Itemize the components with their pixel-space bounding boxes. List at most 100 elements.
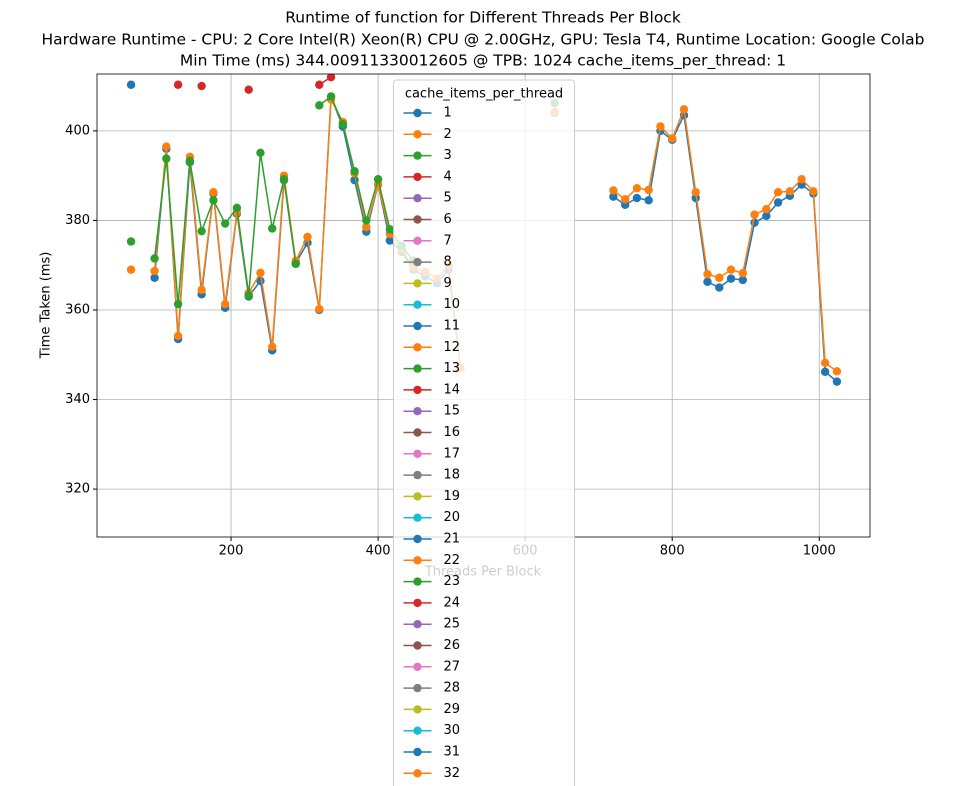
legend-marker bbox=[413, 470, 422, 480]
legend-label: 19 bbox=[444, 489, 461, 504]
data-point bbox=[785, 187, 795, 196]
data-point bbox=[326, 74, 336, 82]
data-point bbox=[256, 148, 265, 158]
data-point bbox=[656, 122, 665, 131]
legend-marker bbox=[413, 108, 422, 118]
legend-marker bbox=[413, 747, 422, 757]
data-point bbox=[185, 156, 195, 166]
data-point bbox=[762, 211, 771, 221]
data-point bbox=[315, 304, 324, 314]
data-point bbox=[668, 134, 677, 143]
legend-marker bbox=[413, 428, 422, 437]
y-tick-label: 360 bbox=[65, 302, 90, 317]
legend-label: 7 bbox=[444, 233, 452, 248]
legend-marker bbox=[413, 598, 422, 608]
data-point bbox=[609, 192, 618, 201]
data-point bbox=[268, 224, 277, 233]
chart-title: Runtime of function for Different Thread… bbox=[285, 9, 681, 27]
data-point bbox=[832, 367, 842, 376]
legend-label: 8 bbox=[444, 255, 452, 270]
legend-marker bbox=[413, 705, 422, 714]
legend-marker bbox=[413, 534, 422, 544]
data-point bbox=[126, 237, 136, 246]
data-point bbox=[197, 81, 206, 91]
data-point bbox=[726, 274, 736, 283]
data-point bbox=[244, 291, 253, 300]
legend-label: 20 bbox=[444, 510, 461, 525]
data-point bbox=[220, 219, 230, 228]
data-point bbox=[773, 198, 783, 207]
data-point bbox=[385, 236, 395, 245]
data-point bbox=[715, 273, 724, 282]
legend-marker bbox=[413, 257, 422, 267]
legend-label: 13 bbox=[444, 361, 461, 376]
data-point bbox=[303, 232, 312, 242]
data-point bbox=[197, 226, 206, 236]
legend-marker bbox=[413, 279, 422, 288]
data-point bbox=[197, 285, 206, 295]
data-point bbox=[173, 299, 183, 309]
data-point bbox=[809, 187, 818, 196]
legend-label: 14 bbox=[444, 382, 461, 397]
data-point bbox=[762, 205, 771, 214]
data-point bbox=[832, 377, 842, 386]
data-point bbox=[220, 299, 230, 309]
legend-marker bbox=[413, 300, 422, 309]
legend-marker bbox=[413, 556, 422, 565]
data-point bbox=[773, 188, 783, 197]
legend-marker bbox=[413, 407, 422, 416]
legend-label: 17 bbox=[444, 446, 461, 461]
data-point bbox=[632, 183, 642, 193]
x-tick-label: 200 bbox=[219, 544, 244, 559]
data-point bbox=[326, 92, 336, 101]
x-tick-label: 1000 bbox=[803, 544, 836, 559]
legend-label: 26 bbox=[444, 638, 461, 653]
data-point bbox=[232, 203, 242, 213]
legend-marker bbox=[413, 364, 422, 373]
legend-label: 11 bbox=[444, 319, 461, 334]
data-point bbox=[385, 225, 395, 234]
y-tick-label: 400 bbox=[65, 123, 90, 138]
legend-label: 12 bbox=[444, 340, 461, 355]
legend-label: 23 bbox=[444, 574, 461, 589]
data-point bbox=[373, 175, 383, 184]
data-point bbox=[350, 166, 359, 176]
data-point bbox=[162, 154, 171, 163]
legend-marker bbox=[413, 620, 422, 629]
legend-label: 31 bbox=[444, 745, 461, 760]
legend-label: 27 bbox=[444, 659, 461, 674]
legend-label: 2 bbox=[444, 127, 452, 142]
legend-label: 6 bbox=[444, 212, 452, 227]
legend-marker bbox=[413, 726, 422, 735]
data-point bbox=[362, 216, 371, 225]
y-axis-label: Time Taken (ms) bbox=[39, 252, 54, 360]
legend-title: cache_items_per_thread bbox=[405, 87, 563, 102]
data-point bbox=[209, 196, 218, 205]
data-point bbox=[703, 269, 712, 279]
legend-label: 15 bbox=[444, 404, 461, 419]
legend-label: 3 bbox=[444, 148, 452, 163]
legend-marker bbox=[413, 321, 422, 331]
data-point bbox=[797, 175, 806, 184]
data-point bbox=[609, 186, 618, 195]
legend-marker bbox=[413, 385, 422, 395]
x-tick-label: 400 bbox=[366, 544, 391, 559]
data-point bbox=[256, 268, 265, 278]
chart-subtitle: Hardware Runtime - CPU: 2 Core Intel(R) … bbox=[41, 31, 924, 49]
data-point bbox=[362, 222, 371, 232]
legend-marker bbox=[413, 343, 422, 352]
legend-label: 32 bbox=[444, 766, 461, 781]
data-point bbox=[820, 358, 830, 368]
y-tick-label: 340 bbox=[65, 392, 90, 407]
data-point bbox=[632, 193, 642, 203]
legend-label: 10 bbox=[444, 297, 461, 312]
data-point bbox=[291, 259, 300, 269]
legend-label: 29 bbox=[444, 702, 461, 717]
data-point bbox=[679, 105, 689, 114]
legend-label: 4 bbox=[444, 169, 452, 184]
legend-marker bbox=[413, 683, 422, 693]
legend-label: 18 bbox=[444, 468, 461, 483]
data-point bbox=[150, 266, 159, 276]
data-point bbox=[150, 273, 159, 282]
legend-label: 5 bbox=[444, 191, 452, 206]
